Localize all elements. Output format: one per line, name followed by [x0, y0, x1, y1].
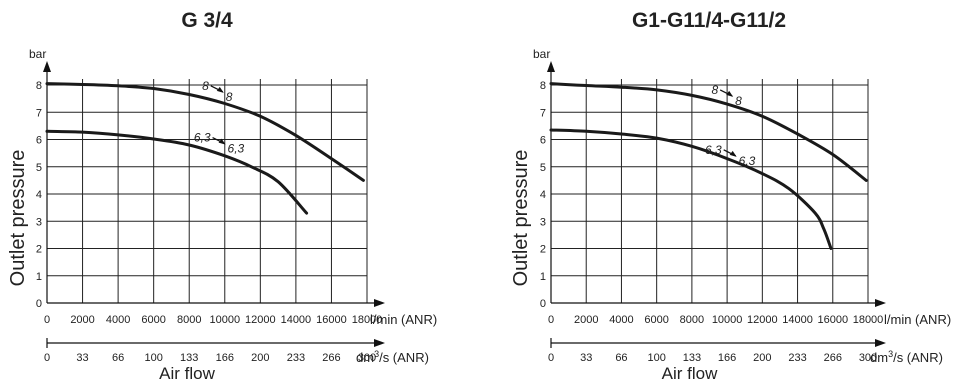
x-tick-label: 16000 [817, 314, 848, 326]
x-tick-label: 10000 [712, 314, 743, 326]
y-tick-label: 4 [36, 189, 42, 201]
series-line-low [45, 129, 309, 215]
y-axis-title: Outlet pressure [510, 150, 532, 287]
x-tick-label: 6000 [141, 314, 165, 326]
annotation-arrow-head [726, 90, 734, 97]
series-line-low [549, 128, 833, 250]
x-tick-label: 2000 [70, 314, 94, 326]
y-axis-arrow [43, 61, 51, 72]
annotation-to-label: 8 [735, 94, 742, 108]
secondary-x-tick-label: 266 [824, 352, 842, 364]
annotation-arrow-head [729, 150, 737, 157]
secondary-x-tick-label: 166 [718, 352, 736, 364]
annotation-to-label: 6,3 [228, 142, 245, 156]
y-axis-title: Outlet pressure [7, 150, 29, 287]
annotation-arrow-head [216, 86, 224, 93]
secondary-x-tick-label: 0 [44, 352, 50, 364]
series-line-high [45, 82, 365, 182]
y-tick-label: 8 [36, 80, 42, 92]
x-tick-label: 10000 [209, 314, 240, 326]
secondary-x-tick-label: 133 [683, 352, 701, 364]
y-tick-label: 5 [36, 162, 42, 174]
secondary-x-tick-label: 100 [144, 352, 162, 364]
y-unit-label: bar [533, 47, 550, 61]
x-tick-label: 8000 [177, 314, 201, 326]
secondary-x-tick-label: 266 [322, 352, 340, 364]
secondary-x-tick-label: 300 [859, 352, 877, 364]
secondary-x-tick-label: 233 [788, 352, 806, 364]
x-tick-label: 4000 [609, 314, 633, 326]
y-tick-label: 6 [36, 135, 42, 147]
x-unit-secondary: dm3/s (ANR) [870, 349, 943, 365]
x-axis-title: Air flow [662, 364, 718, 383]
y-tick-label: 3 [540, 216, 546, 228]
y-tick-label: 7 [36, 107, 42, 119]
secondary-x-tick-label: 200 [753, 352, 771, 364]
x-tick-label: 0 [44, 314, 50, 326]
secondary-x-tick-label: 300 [358, 352, 376, 364]
y-tick-label: 2 [540, 244, 546, 256]
x-unit-primary: l/min (ANR) [370, 312, 437, 327]
x-unit-secondary: dm3/s (ANR) [356, 349, 429, 365]
y-tick-label: 1 [540, 271, 546, 283]
x-tick-label: 8000 [680, 314, 704, 326]
x-tick-label: 18000 [853, 314, 884, 326]
secondary-x-tick-label: 0 [548, 352, 554, 364]
chart-title: G1-G11/4-G11/2 [632, 9, 786, 32]
y-tick-label: 7 [540, 107, 546, 119]
annotation-from-label: 8 [202, 79, 209, 93]
x-tick-label: 14000 [281, 314, 312, 326]
x-tick-label: 12000 [245, 314, 276, 326]
y-tick-label: 5 [540, 162, 546, 174]
y-tick-label: 3 [36, 216, 42, 228]
series-line-high [549, 82, 868, 182]
y-tick-label: 0 [540, 298, 546, 310]
y-tick-label: 4 [540, 189, 546, 201]
secondary-x-tick-label: 66 [615, 352, 627, 364]
y-tick-label: 2 [36, 244, 42, 256]
x-tick-label: 2000 [574, 314, 598, 326]
annotation-from-label: 8 [711, 83, 718, 97]
secondary-x-tick-label: 66 [112, 352, 124, 364]
annotation-arrow-head [218, 138, 226, 145]
y-axis-arrow [547, 61, 555, 72]
y-tick-label: 6 [540, 135, 546, 147]
annotation-to-label: 6,3 [739, 154, 756, 168]
annotation-from-label: 6,3 [194, 131, 211, 145]
secondary-x-tick-label: 233 [287, 352, 305, 364]
x-unit-primary: l/min (ANR) [884, 312, 951, 327]
secondary-x-axis-arrow [374, 339, 385, 347]
x-tick-label: 4000 [106, 314, 130, 326]
y-tick-label: 0 [36, 298, 42, 310]
x-axis-title: Air flow [159, 364, 215, 383]
secondary-x-tick-label: 133 [180, 352, 198, 364]
x-tick-label: 18000 [352, 314, 383, 326]
chart-title: G 3/4 [181, 9, 233, 32]
secondary-x-tick-label: 100 [647, 352, 665, 364]
x-tick-label: 12000 [747, 314, 778, 326]
y-unit-label: bar [29, 47, 46, 61]
x-tick-label: 16000 [316, 314, 347, 326]
x-tick-label: 6000 [644, 314, 668, 326]
secondary-x-tick-label: 33 [76, 352, 88, 364]
secondary-x-tick-label: 166 [216, 352, 234, 364]
annotation-from-label: 6,3 [705, 143, 722, 157]
y-tick-label: 1 [36, 271, 42, 283]
x-tick-label: 0 [548, 314, 554, 326]
secondary-x-axis-arrow [875, 339, 886, 347]
x-axis-arrow [875, 299, 886, 307]
secondary-x-tick-label: 33 [580, 352, 592, 364]
annotation-to-label: 8 [226, 90, 233, 104]
y-tick-label: 8 [540, 80, 546, 92]
secondary-x-tick-label: 200 [251, 352, 269, 364]
x-tick-label: 14000 [782, 314, 813, 326]
x-axis-arrow [374, 299, 385, 307]
